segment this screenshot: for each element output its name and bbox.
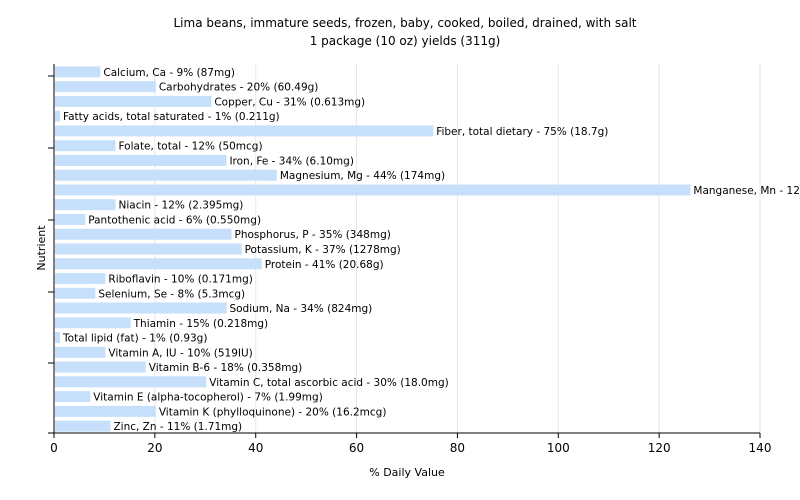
bar [55,273,106,285]
bar [55,125,434,137]
bar [55,169,277,181]
bar-label: Vitamin A, IU - 10% (519IU) [108,347,252,359]
bar [55,405,156,417]
x-tick-label: 120 [648,441,671,455]
x-tick-label: 0 [50,441,58,455]
bar-label: Selenium, Se - 8% (5.3mcg) [98,288,245,300]
bar-label: Iron, Fe - 34% (6.10mg) [229,155,353,167]
bar-label: Fiber, total dietary - 75% (18.7g) [436,126,608,138]
bar [55,81,156,93]
bar-label: Manganese, Mn - 126% (2.528mg) [693,185,800,197]
bar [55,317,131,329]
bar [55,243,242,255]
bar-label: Riboflavin - 10% (0.171mg) [108,274,252,286]
bars-group: Calcium, Ca - 9% (87mg) Carbohydrates - 2… [55,66,800,433]
bar-label: Niacin - 12% (2.395mg) [119,200,244,212]
bar-label: Total lipid (fat) - 1% (0.93g) [62,333,207,345]
chart-title-text: Lima beans, immature seeds, frozen, baby… [173,16,636,30]
bar-label: Calcium, Ca - 9% (87mg) [103,67,235,79]
axes-group [53,64,760,434]
bar [55,95,212,107]
bar [55,346,106,358]
bar [55,213,86,225]
bar-label: Copper, Cu - 31% (0.613mg) [214,96,365,108]
bar [55,258,262,270]
chart-title: Lima beans, immature seeds, frozen, baby… [173,16,636,48]
x-tick-label: 60 [349,441,364,455]
bar-label: Thiamin - 15% (0.218mg) [133,318,269,330]
x-tick-label: 100 [547,441,570,455]
bar [55,391,91,403]
bar-label: Protein - 41% (20.68g) [265,259,384,271]
bar-label: Potassium, K - 37% (1278mg) [245,244,401,256]
bar [55,66,101,78]
bar [55,302,227,314]
bar [55,376,207,388]
bar [55,140,116,152]
bar [55,332,61,344]
x-tick-label: 140 [749,441,772,455]
x-ticks: 0 20 40 60 80 100 120 140 [50,433,771,455]
x-tick-label: 40 [248,441,263,455]
y-axis-label: Nutrient [35,225,48,271]
chart-subtitle-text: 1 package (10 oz) yields (311g) [310,34,501,48]
bar-label: Zinc, Zn - 11% (1.71mg) [113,421,242,433]
bar [55,184,691,196]
bar [55,420,111,432]
bar [55,110,61,122]
bar [55,199,116,211]
bar-label: Vitamin K (phylloquinone) - 20% (16.2mcg… [159,406,387,418]
bar-label: Magnesium, Mg - 44% (174mg) [280,170,445,182]
bar-label: Vitamin B-6 - 18% (0.358mg) [149,362,303,374]
bar-label: Sodium, Na - 34% (824mg) [229,303,372,315]
x-tick-label: 80 [450,441,465,455]
bar-label: Fatty acids, total saturated - 1% (0.211… [63,111,280,123]
bar [55,287,96,299]
x-tick-label: 20 [147,441,162,455]
bar-label: Pantothenic acid - 6% (0.550mg) [88,214,261,226]
bar [55,154,227,166]
y-ticks [48,75,54,434]
bar-label: Folate, total - 12% (50mcg) [119,141,263,153]
bar [55,361,146,373]
bar-label: Vitamin C, total ascorbic acid - 30% (18… [209,377,448,389]
bar [55,228,232,240]
bar-label: Vitamin E (alpha-tocopherol) - 7% (1.99m… [93,392,322,404]
bar-label: Carbohydrates - 20% (60.49g) [159,82,319,94]
bar-label: Phosphorus, P - 35% (348mg) [235,229,391,241]
x-axis-label: % Daily Value [369,466,445,479]
